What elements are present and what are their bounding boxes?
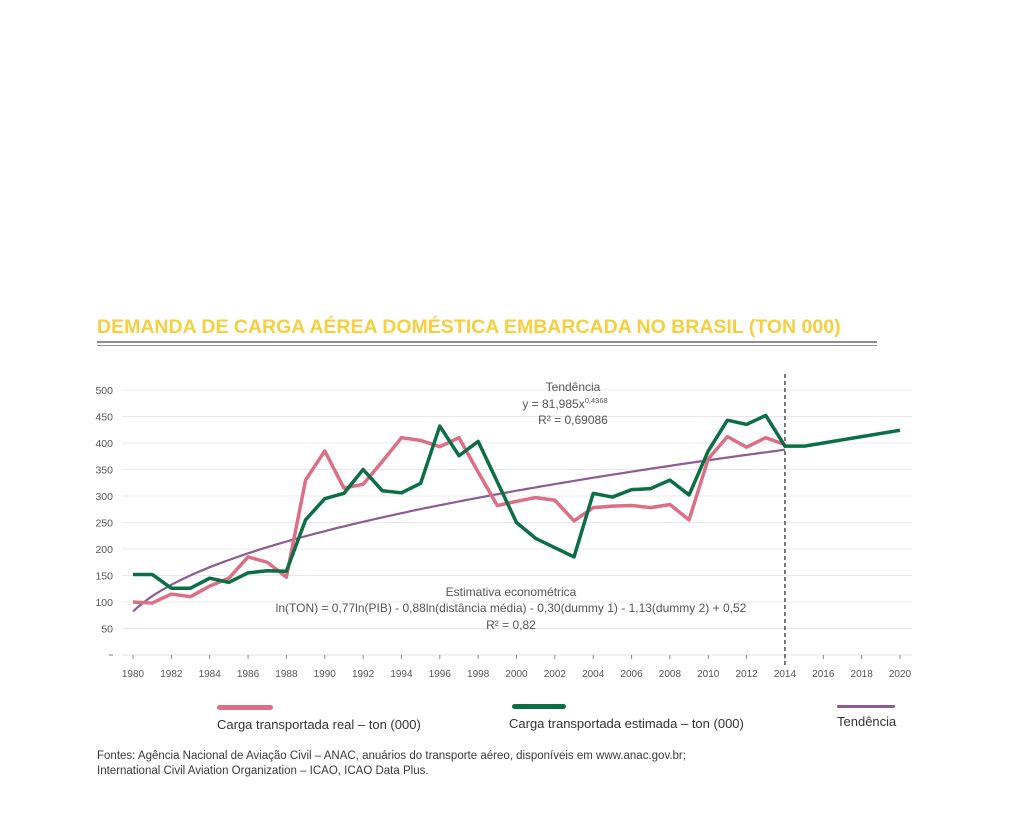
x-tick-label: 1984 [199, 669, 222, 680]
source-note: Fontes: Agência Nacional de Aviação Civi… [97, 749, 686, 779]
x-tick-label: 2012 [735, 669, 758, 680]
legend-label-trend: Tendência [837, 714, 897, 729]
x-tick-label: 1996 [429, 669, 452, 680]
y-tick-label: 450 [95, 412, 113, 424]
trend-annotation-r2: R² = 0,69086 [538, 413, 608, 427]
y-tick-label: 100 [95, 597, 113, 609]
x-tick-label: 2020 [889, 669, 912, 680]
trend-equation-base: y = 81,985x [522, 397, 584, 411]
y-tick-label: 400 [95, 438, 113, 450]
trend-annotation-equation: y = 81,985x0,4368 [522, 396, 607, 411]
x-tick-label: 2002 [544, 669, 567, 680]
x-tick-label: 1986 [237, 669, 260, 680]
econ-annotation-r2: R² = 0,82 [486, 618, 536, 632]
trend-equation-exponent: 0,4368 [585, 396, 608, 405]
legend-label-estimated: Carga transportada estimada – ton (000) [509, 716, 744, 731]
y-tick-label: 350 [95, 465, 113, 477]
title-rule-top [97, 341, 877, 343]
legend-label-real: Carga transportada real – ton (000) [217, 717, 421, 732]
series-trend-line [132, 448, 786, 613]
y-tick-label: 50 [101, 624, 113, 636]
y-tick-label: 300 [95, 491, 113, 503]
x-axis-ticks: 1980 1982 1984 1986 1988 1990 1992 1994 1996 1998… [122, 655, 912, 680]
x-tick-label: 1982 [160, 669, 183, 680]
econ-annotation-title: Estimativa econométrica [446, 585, 577, 599]
x-tick-label: 2016 [812, 669, 835, 680]
legend-swatch-estimated [512, 704, 566, 709]
source-line-2: International Civil Aviation Organizatio… [97, 765, 429, 777]
y-tick-label: 500 [95, 385, 113, 397]
title-rule-bottom [97, 345, 877, 346]
x-tick-label: 2006 [620, 669, 643, 680]
x-tick-label: 2008 [659, 669, 682, 680]
x-tick-label: 1980 [122, 669, 145, 680]
x-tick-label: 1994 [390, 669, 413, 680]
x-tick-label: 2004 [582, 669, 605, 680]
trend-annotation-title: Tendência [546, 380, 601, 394]
series-real-line [132, 434, 786, 605]
x-tick-label: 1992 [352, 669, 375, 680]
legend-swatch-real [217, 705, 273, 710]
y-axis-ticks: 50 100 150 200 250 300 350 400 450 500 [95, 385, 113, 656]
x-tick-label: 2000 [505, 669, 528, 680]
source-line-1: Fontes: Agência Nacional de Aviação Civi… [97, 750, 686, 762]
x-tick-label: 2014 [774, 669, 797, 680]
legend-swatch-trend [837, 705, 895, 708]
x-tick-label: 1990 [314, 669, 337, 680]
x-tick-label: 1988 [275, 669, 298, 680]
series-estimated-line [133, 413, 901, 590]
x-tick-label: 2018 [851, 669, 874, 680]
y-tick-label: 150 [95, 571, 113, 583]
x-tick-label: 1998 [467, 669, 490, 680]
y-tick-label: 200 [95, 544, 113, 556]
econ-annotation-equation: ln(TON) = 0,77ln(PIB) - 0,88ln(distância… [276, 601, 747, 615]
x-tick-label: 2010 [697, 669, 720, 680]
chart-title: DEMANDA DE CARGA AÉREA DOMÉSTICA EMBARCA… [97, 316, 841, 338]
y-tick-label: 250 [95, 518, 113, 530]
